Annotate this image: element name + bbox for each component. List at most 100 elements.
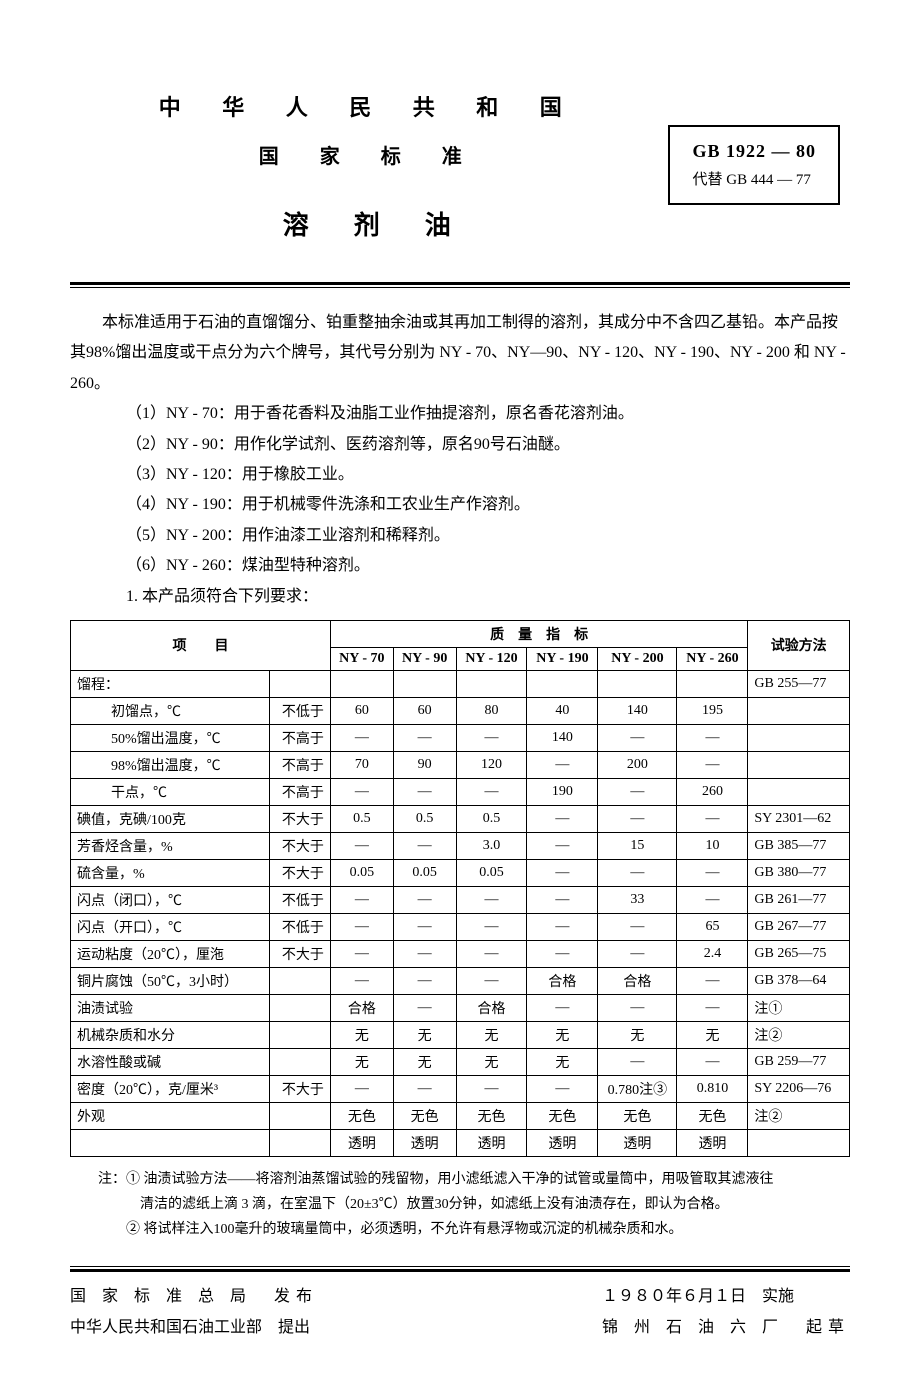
cell-method: 注② [748, 1102, 850, 1129]
cell-value: 90 [393, 751, 456, 778]
cell-method: GB 378—64 [748, 967, 850, 994]
cell-qualifier [269, 1021, 330, 1048]
cell-qualifier [269, 1129, 330, 1156]
cell-value: 0.810 [677, 1075, 748, 1102]
footer: 国 家 标 准 总 局 发布 中华人民共和国石油工业部 提出 １９８０年６月１日… [70, 1282, 850, 1343]
cell-value [527, 670, 598, 697]
item-ny190: （4）NY - 190：用于机械零件洗涤和工农业生产作溶剂。 [70, 490, 850, 520]
cell-value: — [677, 724, 748, 751]
cell-value: 无 [527, 1048, 598, 1075]
cell-label: 闪点（开口），℃ [71, 913, 270, 940]
cell-label: 初馏点，℃ [71, 697, 270, 724]
cell-value: 合格 [598, 967, 677, 994]
cell-label: 铜片腐蚀（50℃，3小时） [71, 967, 270, 994]
cell-value: 0.780注③ [598, 1075, 677, 1102]
cell-method: GB 265—75 [748, 940, 850, 967]
cell-method: GB 259—77 [748, 1048, 850, 1075]
note-2: ② 将试样注入100毫升的玻璃量筒中，必须透明，不允许有悬浮物或沉淀的机械杂质和… [70, 1217, 850, 1242]
cell-value: — [677, 859, 748, 886]
cell-value: 40 [527, 697, 598, 724]
cell-label: 芳香烃含量，% [71, 832, 270, 859]
table-row: 水溶性酸或碱无无无无——GB 259—77 [71, 1048, 850, 1075]
replaces-id: 代替 GB 444 — 77 [692, 168, 816, 189]
cell-value: 10 [677, 832, 748, 859]
standard-id: GB 1922 — 80 [692, 141, 816, 162]
cell-value: — [393, 886, 456, 913]
cell-value: — [456, 940, 527, 967]
cell-value: — [456, 1075, 527, 1102]
title-block: 中 华 人 民 共 和 国 国 家 标 准 溶剂油 [70, 90, 668, 242]
cell-label: 馏程： [71, 670, 270, 697]
cell-value: 合格 [527, 967, 598, 994]
cell-value: 无色 [598, 1102, 677, 1129]
cell-value: — [598, 778, 677, 805]
footer-left: 国 家 标 准 总 局 发布 中华人民共和国石油工业部 提出 [70, 1282, 318, 1343]
item-ny200: （5）NY - 200：用作油漆工业溶剂和稀释剂。 [70, 521, 850, 551]
cell-value: 透明 [393, 1129, 456, 1156]
cell-value: — [330, 913, 393, 940]
cell-value: 无色 [456, 1102, 527, 1129]
notes-block: 注：① 油渍试验方法——将溶剂油蒸馏试验的残留物，用小滤纸滤入干净的试管或量筒中… [70, 1167, 850, 1243]
national-standard-label: 国 家 标 准 [70, 140, 668, 169]
col-grade-3: NY - 190 [527, 647, 598, 670]
cell-method: GB 261—77 [748, 886, 850, 913]
cell-label: 闪点（闭口），℃ [71, 886, 270, 913]
cell-method: GB 255—77 [748, 670, 850, 697]
cell-qualifier [269, 994, 330, 1021]
effective-date: １９８０年６月１日 实施 [602, 1282, 850, 1312]
cell-value: 透明 [330, 1129, 393, 1156]
cell-qualifier: 不低于 [269, 913, 330, 940]
cell-value: 80 [456, 697, 527, 724]
cell-label: 50%馏出温度，℃ [71, 724, 270, 751]
intro-paragraph: 本标准适用于石油的直馏馏分、铂重整抽余油或其再加工制得的溶剂，其成分中不含四乙基… [70, 308, 850, 399]
cell-value: 无色 [527, 1102, 598, 1129]
page: 中 华 人 民 共 和 国 国 家 标 准 溶剂油 GB 1922 — 80 代… [0, 0, 920, 1393]
cell-qualifier [269, 1102, 330, 1129]
cell-value: — [527, 751, 598, 778]
cell-value: 3.0 [456, 832, 527, 859]
table-row: 油渍试验合格—合格———注① [71, 994, 850, 1021]
cell-value: 无色 [330, 1102, 393, 1129]
cell-value: 15 [598, 832, 677, 859]
cell-value: — [330, 967, 393, 994]
cell-value: 60 [393, 697, 456, 724]
cell-value: 0.05 [456, 859, 527, 886]
cell-value: — [330, 724, 393, 751]
cell-value: — [677, 886, 748, 913]
cell-label: 运动粘度（20℃），厘沲 [71, 940, 270, 967]
col-item: 项 目 [71, 620, 331, 670]
cell-value: — [527, 805, 598, 832]
col-grade-4: NY - 200 [598, 647, 677, 670]
cell-value: 无 [330, 1021, 393, 1048]
cell-value: — [330, 886, 393, 913]
cell-value: — [527, 886, 598, 913]
cell-value: 140 [598, 697, 677, 724]
issuer: 国 家 标 准 总 局 发布 [70, 1282, 318, 1312]
cell-value: 无 [393, 1048, 456, 1075]
cell-value [598, 670, 677, 697]
cell-value: 200 [598, 751, 677, 778]
cell-value [393, 670, 456, 697]
cell-value: — [456, 886, 527, 913]
cell-label: 水溶性酸或碱 [71, 1048, 270, 1075]
cell-value: 无 [598, 1021, 677, 1048]
cell-qualifier [269, 670, 330, 697]
cell-method [748, 724, 850, 751]
cell-value: 透明 [598, 1129, 677, 1156]
table-row: 干点，℃不高于———190—260 [71, 778, 850, 805]
cell-value: 65 [677, 913, 748, 940]
table-header-row-1: 项 目 质 量 指 标 试验方法 [71, 620, 850, 647]
cell-value: — [598, 859, 677, 886]
cell-value: 透明 [677, 1129, 748, 1156]
cell-qualifier [269, 1048, 330, 1075]
cell-method: 注① [748, 994, 850, 1021]
cell-value: 195 [677, 697, 748, 724]
cell-value: 无 [527, 1021, 598, 1048]
cell-value: — [527, 913, 598, 940]
col-quality: 质 量 指 标 [330, 620, 747, 647]
cell-qualifier: 不低于 [269, 697, 330, 724]
cell-value [456, 670, 527, 697]
cell-value: — [598, 913, 677, 940]
col-grade-1: NY - 90 [393, 647, 456, 670]
cell-value: — [527, 1075, 598, 1102]
